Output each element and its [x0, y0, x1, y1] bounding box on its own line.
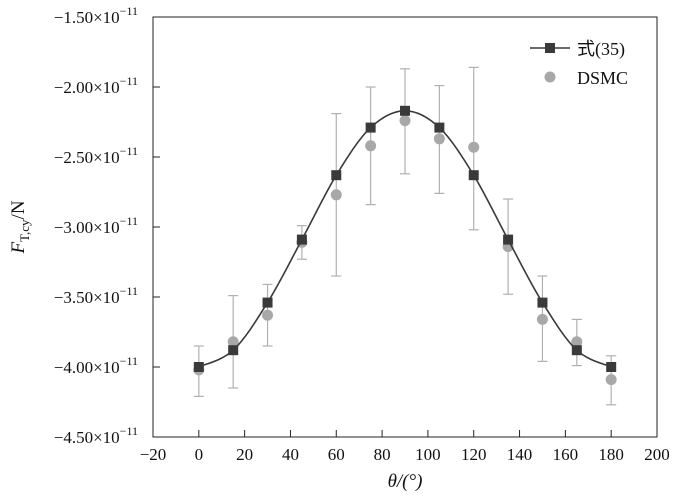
y-tick-label-exponent: −11: [120, 74, 138, 88]
legend-dsmc-label: DSMC: [577, 68, 628, 88]
y-axis-title-text: FT,cy/N: [8, 200, 32, 254]
dsmc-point: [468, 141, 480, 153]
model-point: [296, 234, 307, 245]
y-tick-label: −2.00×10−11: [54, 74, 138, 97]
y-axis-title-subscript: T,cy: [17, 219, 32, 242]
y-tick-label-exponent: −11: [120, 354, 138, 368]
y-tick-label: −2.50×10−11: [54, 144, 138, 167]
dsmc-point: [365, 140, 377, 152]
y-tick-label: −4.50×10−11: [54, 424, 138, 447]
y-tick-label-exponent: −11: [120, 284, 138, 298]
dsmc-point: [330, 189, 342, 201]
model-point: [400, 105, 410, 116]
x-tick-label: 180: [598, 445, 624, 464]
model-series-markers: [193, 105, 617, 372]
x-tick-label: 120: [461, 445, 487, 464]
y-tick-label-base: −4.50×10: [54, 428, 120, 447]
legend-dsmc-marker: [544, 71, 556, 83]
y-tick-label: −1.50×10−11: [54, 4, 138, 27]
dsmc-point: [399, 115, 411, 127]
x-tick-label: 0: [195, 445, 204, 464]
x-tick-label: 20: [236, 445, 253, 464]
y-tick-label-base: −4.00×10: [54, 358, 120, 377]
model-point: [193, 362, 204, 372]
dsmc-point: [571, 336, 583, 348]
x-tick-label: 100: [415, 445, 441, 464]
y-tick-label: −3.50×10−11: [54, 284, 138, 307]
model-point: [331, 170, 342, 181]
y-axis-title-symbol: F: [8, 242, 29, 255]
y-axis-title: FT,cy/N: [8, 200, 32, 254]
y-tick-label: −4.00×10−11: [54, 354, 138, 377]
dsmc-point: [433, 133, 445, 145]
x-tick-label: 60: [328, 445, 345, 464]
dsmc-point: [262, 309, 274, 321]
model-point: [228, 345, 239, 356]
x-tick-label: 80: [374, 445, 391, 464]
dsmc-point: [227, 336, 239, 348]
model-point: [503, 234, 514, 245]
dsmc-point: [605, 374, 617, 386]
y-tick-label-exponent: −11: [120, 214, 138, 228]
y-axis-ticks: −4.50×10−11−4.00×10−11−3.50×10−11−3.00×1…: [54, 4, 160, 447]
y-tick-label-exponent: −11: [120, 144, 138, 158]
model-point: [262, 297, 273, 308]
y-tick-label-exponent: −11: [120, 424, 138, 438]
legend-model-label: 式(35): [577, 39, 625, 60]
x-axis-title: θ/(°): [388, 471, 423, 492]
y-tick-label-base: −3.50×10: [54, 288, 120, 307]
x-axis-ticks: −20 0 20 40 60 80 100 120 140 160 180 200: [140, 430, 670, 464]
model-point: [365, 122, 376, 133]
x-tick-label: 160: [553, 445, 579, 464]
dsmc-point: [536, 313, 548, 325]
y-tick-label-base: −1.50×10: [54, 8, 120, 27]
model-point: [537, 297, 548, 308]
model-point: [571, 345, 582, 356]
model-point: [606, 362, 617, 372]
y-tick-label-base: −2.50×10: [54, 148, 120, 167]
x-tick-label: 200: [644, 445, 670, 464]
y-axis-title-unit: /N: [8, 200, 29, 219]
model-point: [468, 170, 479, 181]
y-tick-label-exponent: −11: [120, 4, 138, 18]
y-tick-label-base: −3.00×10: [54, 218, 120, 237]
x-tick-label: −20: [140, 445, 167, 464]
x-tick-label: 140: [507, 445, 533, 464]
y-tick-label: −3.00×10−11: [54, 214, 138, 237]
model-point: [434, 122, 445, 133]
y-tick-label-base: −2.00×10: [54, 78, 120, 97]
legend: 式(35) DSMC: [530, 39, 628, 88]
x-tick-label: 40: [282, 445, 299, 464]
legend-model-marker: [545, 43, 555, 53]
